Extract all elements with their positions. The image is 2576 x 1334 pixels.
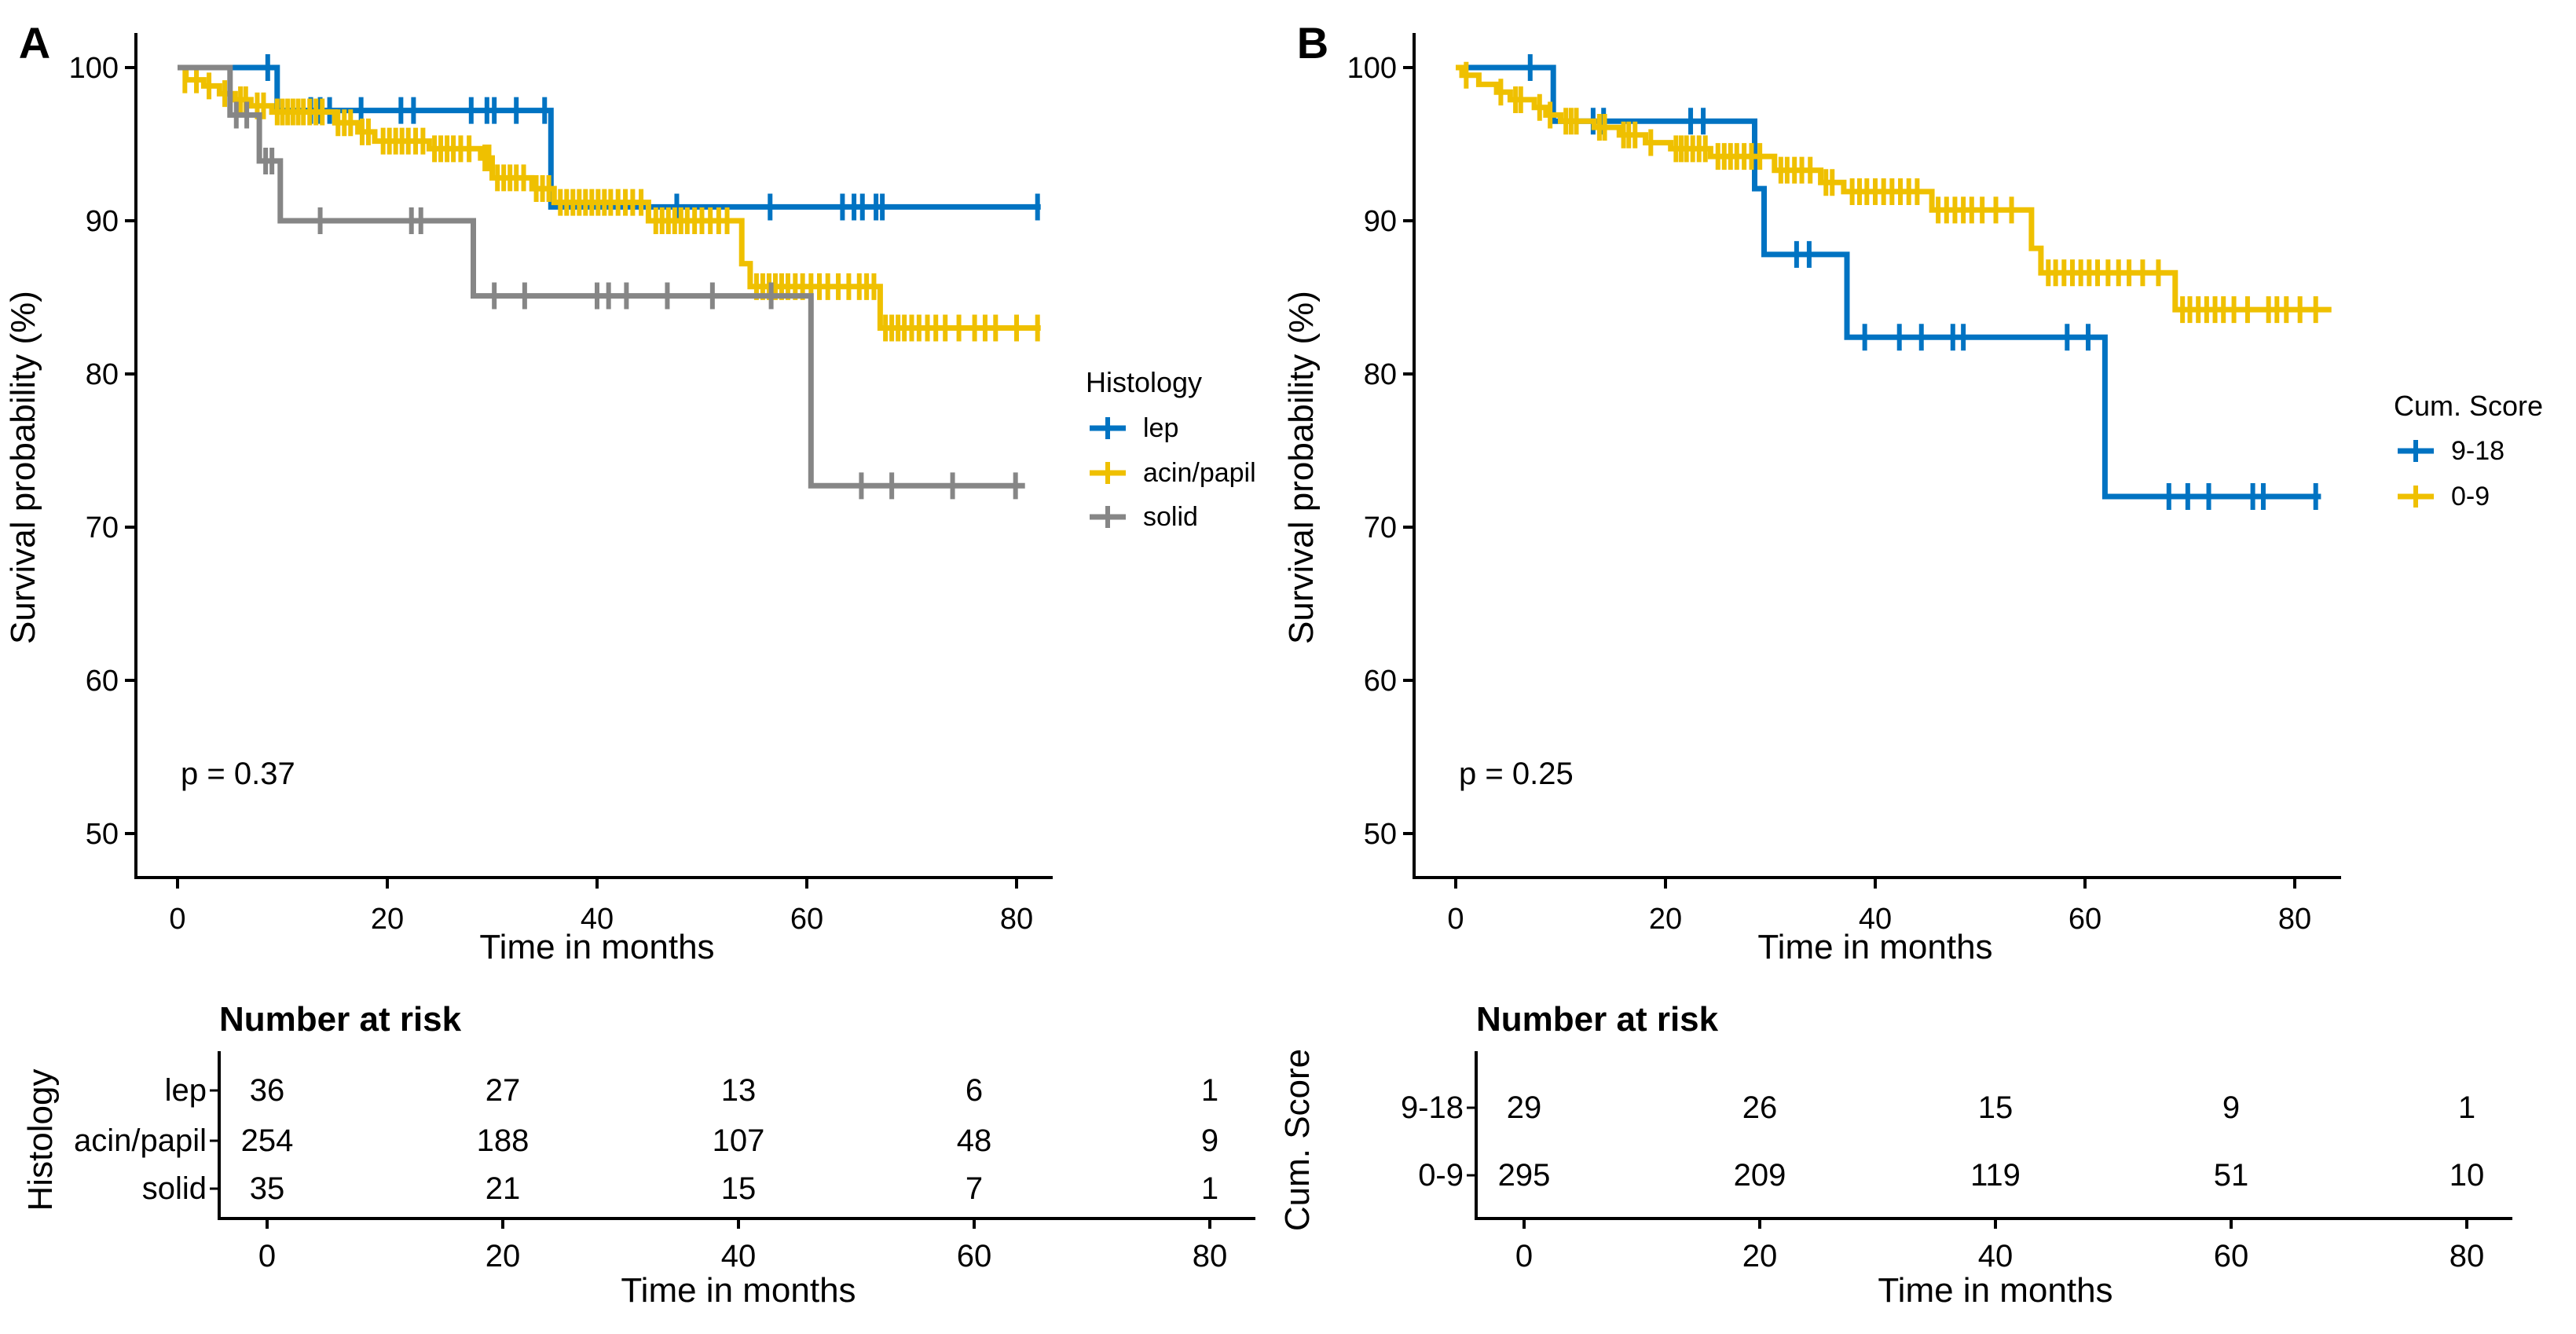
panel-A-risk-table-x-title: Time in months [621, 1271, 856, 1310]
panel-A-legend-title: Histology [1086, 366, 1202, 398]
panel-B-risk-table-x-title: Time in months [1878, 1271, 2112, 1310]
panel-A-label: A [19, 18, 50, 68]
panel-B-risk-count-9-18-20: 26 [1742, 1090, 1778, 1125]
panel-B-risk-table-tick-label: 80 [2450, 1239, 2485, 1274]
panel-B-x-tick-label: 80 [2278, 903, 2311, 936]
panel-A-risk-count-lep-60: 6 [966, 1073, 983, 1108]
panel-A-legend-item-label: lep [1143, 413, 1178, 443]
panel-B-y-tick-label: 90 [1364, 205, 1397, 238]
panel-B-label: B [1297, 18, 1328, 68]
panel-A-risk-count-acin/papil-80: 9 [1201, 1123, 1218, 1158]
panel-B-risk-count-0-9-20: 209 [1734, 1158, 1786, 1193]
panel-B-x-axis-title: Time in months [1757, 928, 1992, 966]
panel-A-risk-count-lep-80: 1 [1201, 1073, 1218, 1108]
panel-A-legend-item-label: acin/papil [1143, 458, 1256, 488]
panel-B-risk-count-9-18-40: 15 [1978, 1090, 2014, 1125]
panel-A-risk-count-lep-40: 13 [721, 1073, 757, 1108]
panel-A-p-value: p = 0.37 [181, 757, 295, 791]
panel-B-x-tick-label: 0 [1447, 903, 1464, 936]
panel-A-risk-count-solid-0: 35 [250, 1171, 285, 1206]
panel-B-x-tick-label: 60 [2068, 903, 2101, 936]
panel-B-risk-table-title: Number at risk [1476, 1000, 1719, 1039]
panel-B-y-tick-label: 60 [1364, 665, 1397, 698]
panel-A-risk-table-tick-label: 60 [957, 1239, 992, 1274]
panel-A-curve-solid [178, 64, 1025, 489]
panel-B-risk-table-tick-label: 20 [1742, 1239, 1778, 1274]
panel-A-y-tick-label: 80 [86, 358, 119, 391]
panel-B-y-tick-label: 70 [1364, 511, 1397, 544]
panel-A-risk-table-tick-label: 20 [486, 1239, 521, 1274]
panel-A-risk-row-label-lep: lep [165, 1073, 207, 1108]
panel-A-risk-count-solid-40: 15 [721, 1171, 757, 1206]
panel-A-risk-count-solid-80: 1 [1201, 1171, 1218, 1206]
panel-B-p-value: p = 0.25 [1459, 757, 1574, 791]
panel-B-risk-count-9-18-0: 29 [1507, 1090, 1542, 1125]
panel-A-y-tick-label: 100 [69, 52, 119, 85]
panel-B-x-tick-label: 20 [1649, 903, 1682, 936]
panel-A-x-tick-label: 20 [371, 903, 404, 936]
panel-B-legend-title: Cum. Score [2394, 390, 2543, 422]
panel-B-risk-count-0-9-0: 295 [1498, 1158, 1551, 1193]
panel-A-risk-count-acin/papil-60: 48 [957, 1123, 992, 1158]
panel-B-risk-count-0-9-40: 119 [1970, 1158, 2021, 1193]
panel-A-curve-lep [178, 64, 1041, 210]
panel-A-risk-count-solid-60: 7 [966, 1171, 983, 1206]
panel-A-y-tick-label: 60 [86, 665, 119, 698]
panel-A-y-tick-label: 70 [86, 511, 119, 544]
panel-A-risk-count-lep-0: 36 [250, 1073, 285, 1108]
panel-A-x-tick-label: 80 [1000, 903, 1033, 936]
panel-A-risk-count-solid-20: 21 [486, 1171, 521, 1206]
panel-A-risk-table-tick-label: 0 [258, 1239, 276, 1274]
panel-B-risk-count-0-9-60: 51 [2214, 1158, 2249, 1193]
panel-B-risk-count-9-18-60: 9 [2222, 1090, 2240, 1125]
panel-A-risk-table-title: Number at risk [219, 1000, 462, 1039]
panel-B-y-tick-label: 100 [1347, 52, 1397, 85]
panel-B-legend-item-label: 0-9 [2451, 482, 2490, 511]
panel-B-risk-table-tick-label: 0 [1515, 1239, 1533, 1274]
panel-B-risk-table-tick-label: 60 [2214, 1239, 2249, 1274]
panel-A-risk-row-label-acin/papil: acin/papil [74, 1123, 207, 1158]
panel-B-risk-row-label-0-9: 0-9 [1418, 1158, 1464, 1193]
panel-B-y-tick-label: 50 [1364, 818, 1397, 851]
panel-B-x-tick-label: 40 [1859, 903, 1892, 936]
panel-B-risk-row-label-9-18: 9-18 [1401, 1090, 1464, 1125]
panel-A-risk-count-acin/papil-0: 254 [241, 1123, 294, 1158]
panel-A-risk-table-y-title: Histology [21, 1069, 60, 1211]
panel-A-x-tick-label: 60 [790, 903, 823, 936]
panel-B-risk-count-9-18-80: 1 [2458, 1090, 2475, 1125]
panel-A-x-tick-label: 40 [581, 903, 614, 936]
panel-A-y-axis-title: Survival probability (%) [4, 291, 42, 644]
panel-B-risk-table-tick-label: 40 [1978, 1239, 2014, 1274]
panel-A-risk-row-label-solid: solid [142, 1171, 207, 1206]
panel-A-risk-count-acin/papil-40: 107 [713, 1123, 765, 1158]
panel-B-legend-item-label: 9-18 [2451, 436, 2505, 466]
panel-A-risk-count-lep-20: 27 [486, 1073, 521, 1108]
panel-A-risk-table-tick-label: 40 [721, 1239, 757, 1274]
panel-B-curve-9-18 [1456, 64, 2321, 500]
panel-B-y-axis-title: Survival probability (%) [1282, 291, 1321, 644]
panel-B-y-tick-label: 80 [1364, 358, 1397, 391]
panel-A-x-axis-title: Time in months [479, 928, 714, 966]
panel-A-legend-item-label: solid [1143, 502, 1198, 532]
panel-A-y-tick-label: 50 [86, 818, 119, 851]
panel-A-risk-count-acin/papil-20: 188 [477, 1123, 529, 1158]
panel-A-x-tick-label: 0 [169, 903, 185, 936]
panel-B-risk-count-0-9-80: 10 [2450, 1158, 2485, 1193]
panel-A-risk-table-tick-label: 80 [1193, 1239, 1228, 1274]
panel-A-y-tick-label: 90 [86, 205, 119, 238]
panel-B-risk-table-y-title: Cum. Score [1278, 1049, 1317, 1231]
